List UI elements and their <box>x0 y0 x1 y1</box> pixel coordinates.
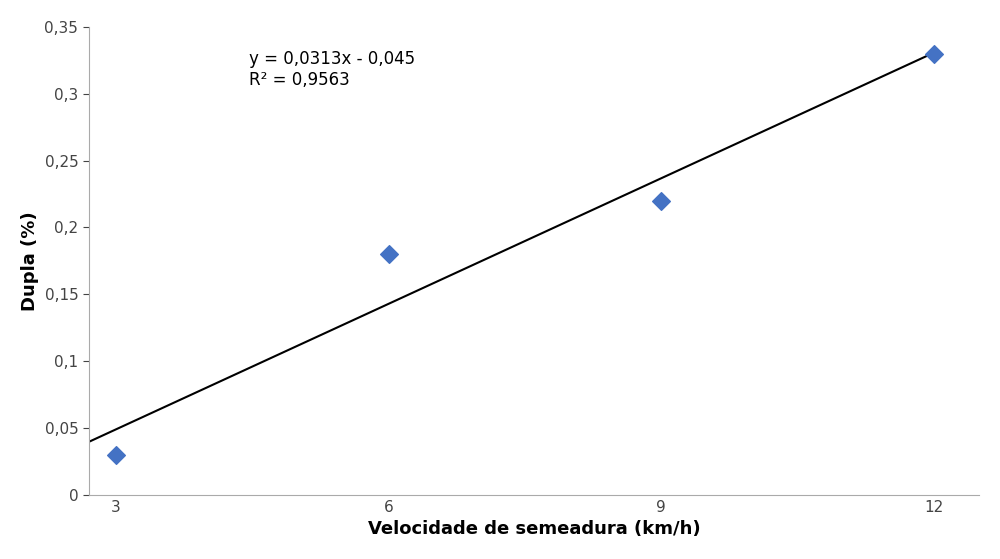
Point <box>381 250 397 259</box>
Point <box>653 196 669 205</box>
Point <box>926 49 942 58</box>
Point <box>108 450 124 459</box>
X-axis label: Velocidade de semeadura (km/h): Velocidade de semeadura (km/h) <box>368 520 700 538</box>
Y-axis label: Dupla (%): Dupla (%) <box>21 211 39 311</box>
Text: y = 0,0313x - 0,045
R² = 0,9563: y = 0,0313x - 0,045 R² = 0,9563 <box>249 50 415 89</box>
